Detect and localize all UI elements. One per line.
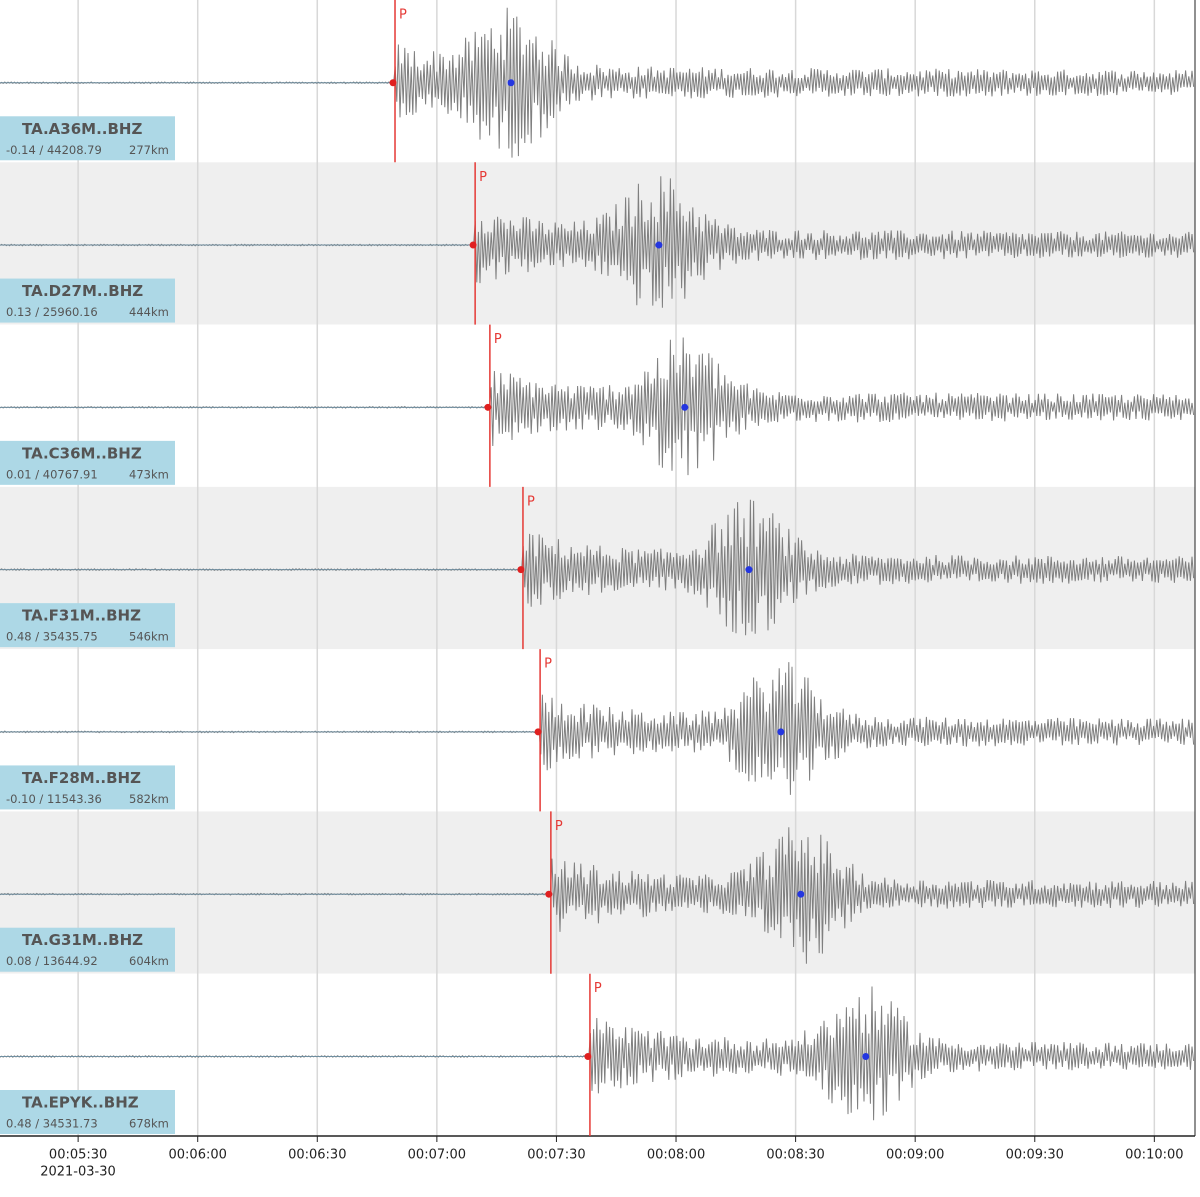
station-name: TA.F31M..BHZ (22, 607, 141, 625)
p-pick-label: P (399, 8, 407, 23)
x-tick-label: 00:05:30 (49, 1148, 107, 1163)
p-pick-dot (584, 1052, 592, 1060)
station-stats: 0.48 / 34531.73 (6, 1117, 98, 1131)
p-pick-dot (469, 241, 477, 249)
p-pick-label: P (544, 657, 552, 672)
station-name: TA.G31M..BHZ (22, 931, 143, 949)
peak-dot (797, 890, 805, 898)
x-tick-label: 00:06:30 (288, 1148, 346, 1163)
station-stats: 0.13 / 25960.16 (6, 305, 98, 319)
station-name: TA.F28M..BHZ (22, 769, 141, 787)
peak-dot (777, 728, 785, 736)
x-tick-label: 00:06:00 (169, 1148, 227, 1163)
peak-dot (745, 566, 753, 574)
station-distance: 604km (129, 954, 169, 968)
p-pick-dot (517, 566, 525, 574)
station-label-box (0, 278, 175, 323)
station-stats: -0.14 / 44208.79 (6, 143, 102, 157)
station-label-box (0, 440, 175, 485)
p-pick-label: P (479, 170, 487, 185)
x-tick-label: 00:08:30 (766, 1148, 824, 1163)
station-label-box (0, 603, 175, 648)
station-name: TA.C36M..BHZ (22, 444, 142, 462)
station-distance: 678km (129, 1117, 169, 1131)
station-label-box (0, 116, 175, 161)
x-tick-label: 00:09:00 (886, 1148, 944, 1163)
station-name: TA.D27M..BHZ (22, 282, 143, 300)
axis-date: 2021-03-30 (40, 1165, 116, 1180)
p-pick-dot (534, 728, 542, 736)
x-tick-label: 00:08:00 (647, 1148, 705, 1163)
x-tick-label: 00:09:30 (1006, 1148, 1064, 1163)
station-stats: -0.10 / 11543.36 (6, 792, 102, 806)
station-label-box (0, 1090, 175, 1134)
peak-dot (862, 1052, 870, 1060)
station-name: TA.EPYK..BHZ (22, 1094, 139, 1112)
p-pick-dot (389, 79, 397, 87)
station-distance: 582km (129, 792, 169, 806)
station-label-box (0, 765, 175, 810)
peak-dot (655, 241, 663, 249)
station-stats: 0.48 / 35435.75 (6, 630, 98, 644)
station-label-box (0, 927, 175, 972)
x-tick-label: 00:07:00 (408, 1148, 466, 1163)
peak-dot (507, 79, 515, 87)
station-stats: 0.01 / 40767.91 (6, 467, 98, 481)
station-stats: 0.08 / 13644.92 (6, 954, 98, 968)
p-pick-dot (545, 890, 553, 898)
p-pick-label: P (555, 819, 563, 834)
p-pick-dot (484, 403, 492, 411)
station-distance: 277km (129, 143, 169, 157)
x-tick-label: 00:10:00 (1125, 1148, 1183, 1163)
peak-dot (681, 403, 689, 411)
station-distance: 444km (129, 305, 169, 319)
station-distance: 473km (129, 467, 169, 481)
p-pick-label: P (594, 981, 602, 996)
p-pick-label: P (527, 494, 535, 509)
p-pick-label: P (494, 332, 502, 347)
station-distance: 546km (129, 630, 169, 644)
station-name: TA.A36M..BHZ (22, 120, 142, 138)
x-tick-label: 00:07:30 (527, 1148, 585, 1163)
